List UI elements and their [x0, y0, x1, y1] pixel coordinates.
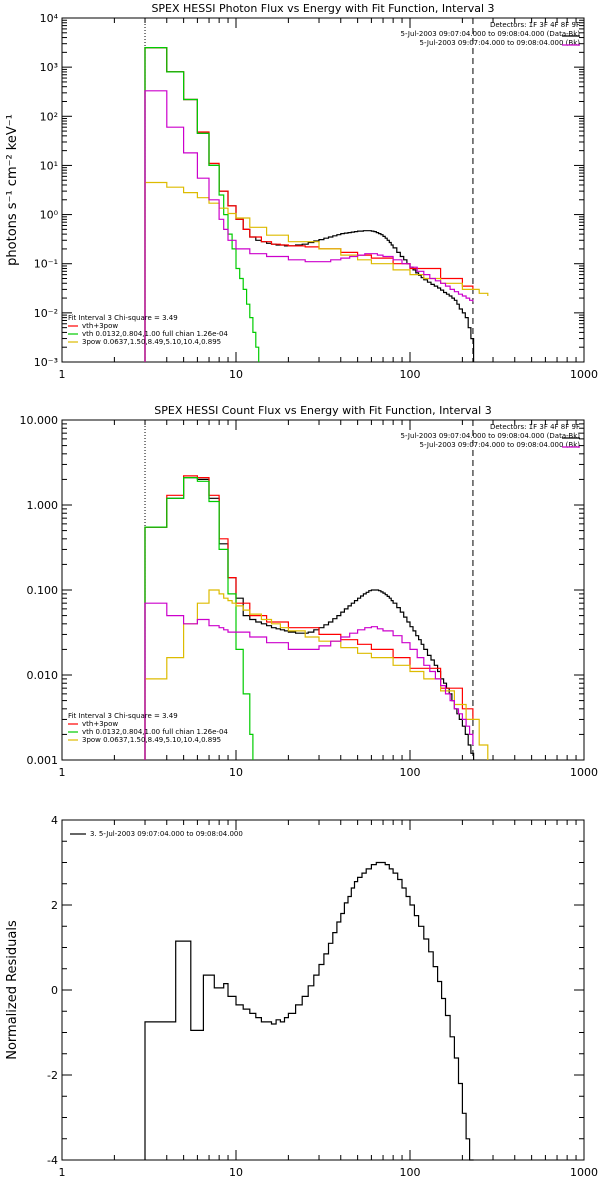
x-tick-label: 1: [59, 766, 66, 779]
series-line-0: [144, 861, 474, 1161]
series-line-3: [144, 181, 489, 362]
series-line-2: [144, 47, 260, 362]
series-line-4: [144, 602, 474, 760]
x-tick-label: 10: [229, 1166, 243, 1179]
header-line: 5-Jul-2003 09:07:04.000 to 09:08:04.000 …: [401, 432, 581, 440]
y-tick-label: 0.010: [27, 669, 59, 682]
chart-1: SPEX HESSI Photon Flux vs Energy with Fi…: [5, 2, 598, 381]
y-tick-label: 10¹: [40, 159, 58, 172]
chart-3: 1 10 100 1000 -4 -2 0 2 4 Normalized Residuals 3. …: [5, 814, 598, 1179]
y-tick-label: 1.000: [27, 499, 59, 512]
series-line-0: [144, 477, 475, 760]
x-tick-label: 1: [59, 368, 66, 381]
x-tick-label: 1000: [570, 368, 598, 381]
legend-title: Fit Interval 3 Chi-square = 3.49: [68, 314, 178, 322]
chart-2: SPEX HESSI Count Flux vs Energy with Fit…: [20, 404, 599, 779]
chart-title: SPEX HESSI Count Flux vs Energy with Fit…: [154, 404, 491, 417]
chart-title: SPEX HESSI Photon Flux vs Energy with Fi…: [151, 2, 494, 15]
header-line: 5-Jul-2003 09:07:04.000 to 09:08:04.000 …: [401, 30, 581, 38]
plot-frame: [61, 419, 585, 761]
y-tick-label: 2: [51, 899, 58, 912]
y-tick-label: 10²: [40, 110, 58, 123]
x-tick-label: 100: [400, 368, 421, 381]
plot-frame: [61, 17, 585, 363]
series-line-4: [144, 90, 474, 362]
legend-label: vth+3pow: [82, 322, 118, 330]
y-axis-label: Normalized Residuals: [5, 920, 20, 1060]
y-tick-label: -2: [47, 1069, 58, 1082]
x-tick-label: 1000: [570, 1166, 598, 1179]
x-tick-label: 1000: [570, 766, 598, 779]
y-tick-label: -4: [47, 1154, 58, 1167]
y-axis-label: photons s⁻¹ cm⁻² keV⁻¹: [5, 114, 20, 266]
x-tick-label: 100: [400, 766, 421, 779]
header-line: Detectors: 1F 3F 4F 8F 9F: [490, 423, 580, 431]
series-line-3: [144, 589, 489, 760]
y-tick-label: 0.100: [27, 584, 59, 597]
series-line-2: [144, 477, 254, 760]
y-tick-label: 0.001: [27, 754, 59, 767]
y-tick-label: 10.000: [20, 414, 59, 427]
x-tick-label: 100: [400, 1166, 421, 1179]
legend-label: vth 0.0132,0.804,1.00 full chian 1.26e-0…: [82, 330, 228, 338]
plot-frame: [61, 819, 585, 1161]
y-tick-label: 10³: [40, 61, 58, 74]
legend-label: 3pow 0.0637,1.50,8.49,5.10,10.4,0.895: [82, 338, 221, 346]
legend-title: Fit Interval 3 Chi-square = 3.49: [68, 712, 178, 720]
y-tick-label: 4: [51, 814, 58, 827]
header-line: 5-Jul-2003 09:07:04.000 to 09:08:04.000 …: [420, 441, 581, 449]
legend-label: vth 0.0132,0.804,1.00 full chian 1.26e-0…: [82, 728, 228, 736]
header-line: 5-Jul-2003 09:07:04.000 to 09:08:04.000 …: [420, 39, 581, 47]
y-tick-label: 0: [51, 984, 58, 997]
x-tick-label: 10: [229, 766, 243, 779]
legend-label: 3. 5-Jul-2003 09:07:04.000 to 09:08:04.0…: [90, 830, 243, 838]
x-tick-label: 10: [229, 368, 243, 381]
header-line: Detectors: 1F 3F 4F 8F 9F: [490, 21, 580, 29]
y-tick-label: 10⁴: [40, 12, 59, 25]
series-line-1: [144, 475, 474, 760]
series-line-1: [144, 47, 474, 362]
x-tick-label: 1: [59, 1166, 66, 1179]
y-tick-label: 10⁻³: [34, 356, 58, 369]
legend-label: 3pow 0.0637,1.50,8.49,5.10,10.4,0.895: [82, 736, 221, 744]
y-tick-label: 10⁻¹: [34, 258, 58, 271]
y-tick-label: 10⁰: [40, 209, 59, 222]
series-line-0: [144, 47, 475, 362]
y-tick-label: 10⁻²: [34, 307, 58, 320]
legend-label: vth+3pow: [82, 720, 118, 728]
